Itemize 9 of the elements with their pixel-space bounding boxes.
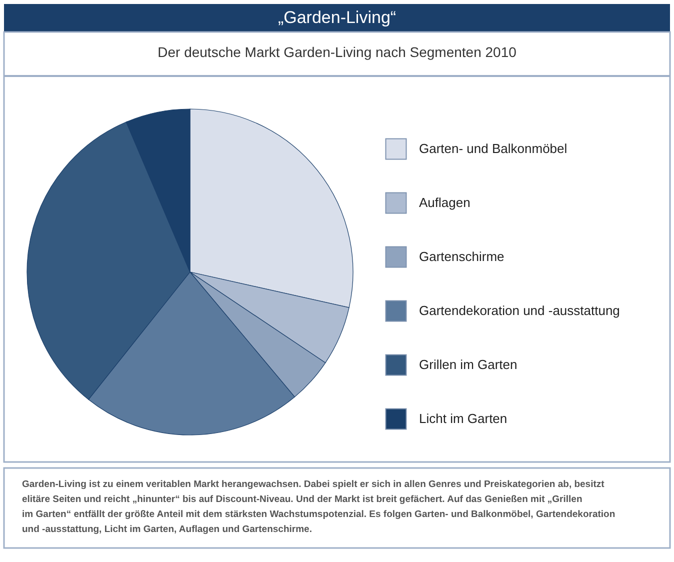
chart-subtitle: Der deutsche Markt Garden-Living nach Segmenten 2010 xyxy=(158,44,517,60)
legend-label: Auflagen xyxy=(419,195,470,210)
chart-title: „Garden-Living“ xyxy=(278,8,396,27)
legend-label: Grillen im Garten xyxy=(419,357,518,372)
legend-label: Gartendekoration und -ausstattung xyxy=(419,303,620,318)
legend-label: Garten- und Balkonmöbel xyxy=(419,141,568,156)
legend-label: Gartenschirme xyxy=(419,249,504,264)
text: Garden-Living ist zu einem veritablen Markt herangewachsen. Dabei spielt er sich in allen Genres und Preiskategorien ab, besitzt elitäre Seiten und reicht „hinunter“ bis auf Discount-Niveau. Und der Markt ist breit gefächert. Auf das Genießen mit „Grillen im Garten“ entfällt der größte Anteil mit dem stärksten Wachstumspotenzial. Es folgen Garten- und Balkonmöbel, Gartendekoration und -ausstattung, Licht im Garten, Auflagen und Gartenschirme. xyxy=(22,479,616,535)
legend-label: Licht im Garten xyxy=(419,411,508,426)
